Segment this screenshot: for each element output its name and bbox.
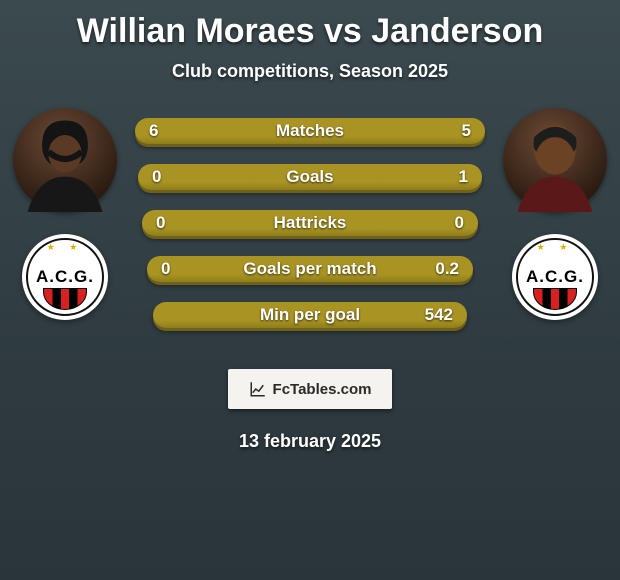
player1-club-logo: ★ ★ A.C.G. (22, 234, 108, 320)
person-icon (503, 108, 607, 212)
logo-stars: ★ ★ (22, 242, 108, 253)
header: Willian Moraes vs Janderson Club competi… (0, 0, 620, 82)
brand-badge: FcTables.com (228, 369, 392, 409)
side-columns: ★ ★ A.C.G. ★ ★ A.C.G. (0, 108, 620, 320)
left-column: ★ ★ A.C.G. (10, 108, 120, 320)
vs-label: vs (324, 12, 362, 50)
person-icon (13, 108, 117, 212)
player2-avatar (503, 108, 607, 212)
chart-icon (249, 380, 267, 398)
page-title: Willian Moraes vs Janderson (0, 0, 620, 51)
logo-stars: ★ ★ (512, 242, 598, 253)
right-column: ★ ★ A.C.G. (500, 108, 610, 320)
player1-avatar (13, 108, 117, 212)
date-label: 13 february 2025 (0, 431, 620, 452)
player1-name: Willian Moraes (77, 12, 315, 50)
subtitle: Club competitions, Season 2025 (0, 61, 620, 82)
footer: FcTables.com 13 february 2025 (0, 345, 620, 452)
player2-name: Janderson (371, 12, 543, 50)
brand-text: FcTables.com (273, 381, 372, 398)
comparison-card: Willian Moraes vs Janderson Club competi… (0, 0, 620, 580)
player2-club-logo: ★ ★ A.C.G. (512, 234, 598, 320)
